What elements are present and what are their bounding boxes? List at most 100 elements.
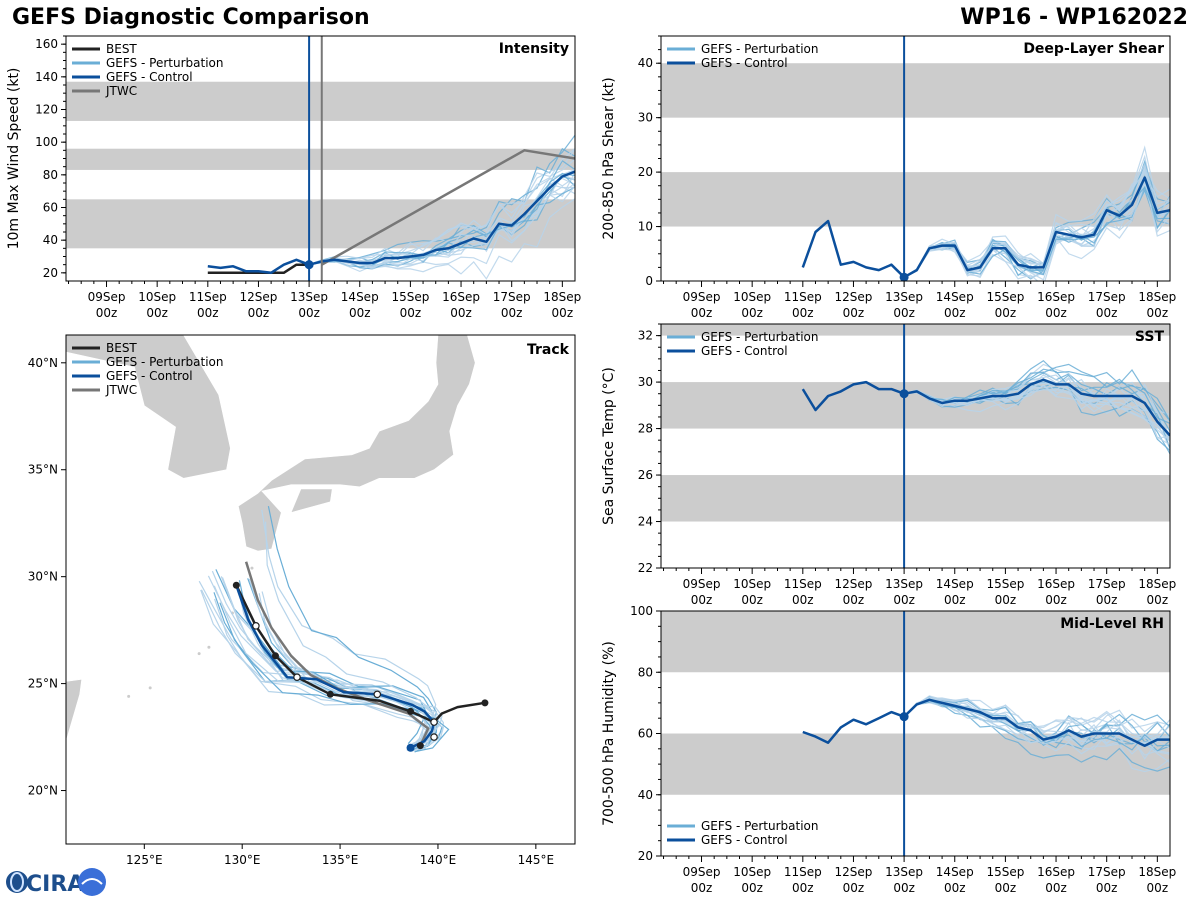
land-mass — [437, 335, 469, 336]
series-line-best — [207, 263, 310, 275]
x-tick-label-date: 16Sep — [442, 290, 480, 304]
perturbation-track — [211, 570, 434, 747]
panel-title: Deep-Layer Shear — [1023, 41, 1164, 57]
shaded-band — [66, 81, 575, 121]
logo-emblem-cloud-icon — [81, 878, 103, 885]
x-tick-label-date: 15Sep — [391, 290, 429, 304]
x-tick-label-date: 13Sep — [290, 290, 328, 304]
shaded-band — [661, 475, 1170, 522]
perturbation-series-line — [903, 178, 1170, 281]
chart-track: 125°E 130°E 135°E 140°E 145°E 20°N 25°N 30°N 35°… — [28, 334, 576, 867]
perturbation-track — [258, 593, 445, 752]
legend-label: GEFS - Control — [701, 344, 788, 358]
perturbation-series-line — [903, 698, 1170, 740]
legend-label: GEFS - Control — [701, 56, 788, 70]
init-marker — [899, 712, 909, 722]
x-tick-label-hour: 00z — [995, 881, 1017, 895]
panel-title: SST — [1135, 329, 1165, 345]
y-tick-label: 140 — [35, 70, 58, 84]
x-tick-label-date: 17Sep — [1088, 577, 1126, 591]
x-tick-label-date: 18Sep — [1138, 290, 1176, 304]
init-marker — [899, 272, 909, 281]
x-tick-label-date: 12Sep — [835, 577, 873, 591]
x-tick-label-hour: 00z — [792, 881, 814, 895]
x-tick-label-date: 11Sep — [784, 865, 822, 879]
y-tick-label: 20 — [43, 266, 58, 280]
best-point-filled — [481, 699, 489, 707]
x-tick-label-date: 14Sep — [936, 865, 974, 879]
legend-label: JTWC — [105, 383, 137, 397]
lon-tick-label: 145°E — [518, 853, 555, 867]
x-tick-label-date: 11Sep — [784, 290, 822, 304]
y-tick-label: 22 — [638, 561, 653, 575]
x-tick-label-hour: 00z — [843, 306, 865, 320]
shaded-band — [661, 172, 1170, 227]
x-tick-label-hour: 00z — [450, 306, 472, 320]
map-area — [66, 335, 489, 753]
x-tick-label-hour: 00z — [893, 593, 915, 607]
x-tick-label-date: 10Sep — [138, 290, 176, 304]
perturbation-series-line — [903, 385, 1170, 439]
init-marker — [899, 389, 909, 399]
perturbation-track — [221, 577, 433, 747]
best-point-filled — [326, 690, 334, 698]
x-tick-label-hour: 00z — [1045, 306, 1067, 320]
y-tick-label: 120 — [35, 103, 58, 117]
x-tick-label-date: 12Sep — [835, 290, 873, 304]
best-track — [235, 584, 486, 724]
x-tick-label-date: 18Sep — [1138, 865, 1176, 879]
best-point-open — [430, 733, 438, 741]
figure-title: GEFS Diagnostic Comparison — [12, 5, 370, 30]
x-tick-label-hour: 00z — [691, 593, 713, 607]
control-start-marker — [406, 743, 415, 752]
x-tick-label-date: 18Sep — [1138, 577, 1176, 591]
y-tick-label: 40 — [638, 56, 653, 70]
series-line-gefs-control — [801, 176, 1170, 279]
x-tick-label-date: 10Sep — [733, 577, 771, 591]
perturbation-series-line — [308, 171, 575, 270]
x-tick-label-date: 09Sep — [88, 290, 126, 304]
x-tick-label-date: 09Sep — [683, 865, 721, 879]
y-axis-label: 200-850 hPa Shear (kt) — [601, 77, 617, 239]
perturbation-track — [247, 578, 438, 749]
plot-area — [661, 611, 1170, 856]
chart-sst: 22 24 26 28 30 32 09Sep 00z 10Sep 00z 11Sep 00z 12Se… — [601, 323, 1176, 607]
x-tick-label-date: 17Sep — [1088, 290, 1126, 304]
legend-label: GEFS - Perturbation — [701, 330, 818, 344]
best-point-open — [252, 622, 260, 630]
perturbation-track — [248, 578, 443, 750]
storm-id-title: WP16 - WP162022 — [960, 5, 1188, 30]
x-tick-label-hour: 00z — [197, 306, 219, 320]
map-frame — [65, 334, 576, 845]
best-point-open — [373, 690, 382, 699]
x-tick-label-date: 13Sep — [885, 577, 923, 591]
x-tick-label-hour: 00z — [1045, 881, 1067, 895]
chart-intensity: 20 40 60 80 100 120 140 160 09Sep 00z 10Sep 00z 11Se… — [6, 35, 581, 320]
x-tick-label-hour: 00z — [1045, 593, 1067, 607]
y-tick-label: 60 — [43, 201, 58, 215]
legend-label: BEST — [106, 42, 137, 56]
panel-title: Track — [527, 342, 570, 358]
perturbation-series-line — [903, 699, 1170, 751]
y-tick-label: 40 — [43, 233, 58, 247]
x-tick-label-date: 12Sep — [835, 865, 873, 879]
land-mass — [66, 335, 231, 479]
y-tick-label: 100 — [630, 604, 653, 618]
lon-tick-label: 135°E — [322, 853, 359, 867]
shaded-band — [661, 611, 1170, 673]
x-tick-label-hour: 00z — [792, 306, 814, 320]
init-marker — [304, 260, 314, 270]
x-tick-label-date: 13Sep — [885, 290, 923, 304]
x-tick-label-hour: 00z — [944, 306, 966, 320]
y-tick-label: 30 — [638, 111, 653, 125]
x-tick-label-hour: 00z — [1147, 593, 1169, 607]
series-line-gefs-control — [207, 258, 310, 275]
best-point-filled — [232, 581, 240, 589]
y-tick-label: 160 — [35, 37, 58, 51]
x-tick-label-hour: 00z — [146, 306, 168, 320]
x-tick-label-hour: 00z — [893, 881, 915, 895]
shaded-band — [661, 63, 1170, 118]
y-tick-label: 0 — [645, 274, 653, 288]
x-tick-label-date: 13Sep — [885, 865, 923, 879]
perturbation-series-line — [903, 359, 1170, 449]
